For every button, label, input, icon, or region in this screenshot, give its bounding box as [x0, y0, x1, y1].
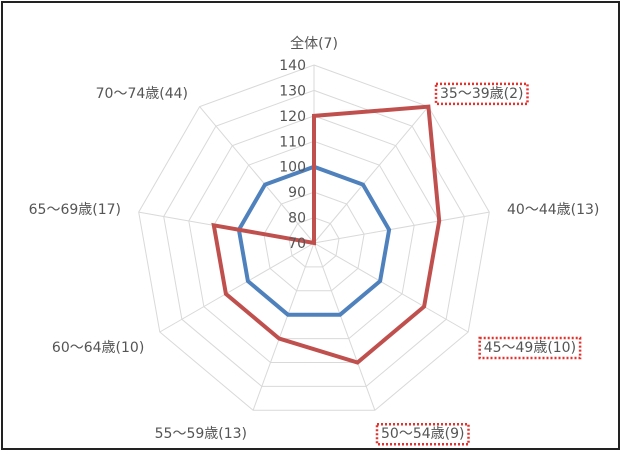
grid-spoke — [313, 242, 376, 411]
grid-ring — [163, 89, 465, 387]
highlight-box — [434, 82, 529, 106]
tick-label: 70 — [288, 236, 306, 252]
category-label: 60～64歳(10) — [52, 340, 144, 356]
tick-label: 90 — [288, 185, 306, 201]
radar-tick-labels: 70 80 90 100 110 120 130 140 — [279, 58, 306, 252]
category-label: 40～44歳(13) — [507, 202, 599, 218]
grid-spoke — [159, 242, 315, 333]
chart-frame — [1, 1, 620, 450]
category-label: 45～49歳(10) — [484, 340, 576, 356]
grid-spoke — [252, 242, 315, 411]
category-label: 全体(7) — [290, 35, 338, 52]
category-label: 65～69歳(17) — [29, 202, 121, 218]
grid-ring — [138, 64, 490, 411]
tick-label: 100 — [279, 160, 306, 176]
tick-label: 80 — [288, 211, 306, 227]
series-line-2 — [211, 104, 442, 365]
tick-label: 140 — [279, 58, 306, 74]
radar-grid — [138, 64, 490, 411]
tick-label: 130 — [279, 83, 306, 99]
tick-label: 120 — [279, 109, 306, 125]
category-label: 70～74歳(44) — [96, 86, 188, 102]
category-label: 50～54歳(9) — [381, 426, 464, 442]
grid-ring — [288, 217, 340, 268]
series-line-1 — [236, 164, 392, 317]
radar-series — [211, 104, 442, 365]
category-label: 35～39歳(2) — [440, 86, 523, 102]
tick-label: 110 — [279, 134, 306, 150]
highlight-box — [375, 422, 470, 446]
grid-ring — [213, 140, 415, 340]
category-label: 55～59歳(13) — [155, 426, 247, 442]
grid-spoke — [313, 242, 469, 333]
radar-category-labels: 全体(7) 35～39歳(2) 40～44歳(13) 45～49歳(10) 50～54歳… — [29, 35, 599, 446]
grid-ring — [263, 191, 365, 292]
grid-ring — [188, 115, 440, 363]
grid-spoke — [199, 106, 315, 244]
grid-spoke — [313, 106, 429, 244]
grid-spoke — [313, 211, 490, 244]
